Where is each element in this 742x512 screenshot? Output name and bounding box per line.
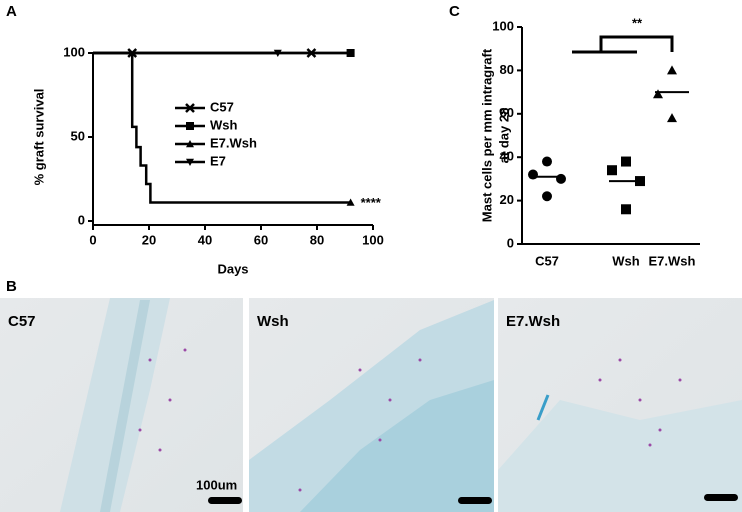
marker	[528, 169, 538, 180]
y-tick-label: 0	[78, 212, 85, 227]
marker	[621, 156, 631, 167]
panel-label: B	[6, 278, 17, 295]
x-tick-label: C57	[535, 253, 559, 268]
x-axis-label: Days	[217, 261, 248, 276]
y-tick-label: 100	[63, 44, 85, 59]
marker	[667, 65, 677, 75]
marker	[542, 191, 552, 202]
x-tick-label: 20	[142, 232, 156, 247]
image-label: C57	[8, 313, 36, 330]
panel-label: C	[449, 3, 460, 20]
x-tick-label: Wsh	[612, 253, 640, 268]
legend-label: E7.Wsh	[210, 135, 257, 150]
y-axis-label: % graft survival	[31, 89, 46, 186]
marker	[542, 156, 552, 167]
scale-bar	[208, 497, 242, 504]
panel-label: A	[6, 3, 17, 20]
y-tick-label: 20	[500, 192, 514, 207]
x-tick-label: 40	[198, 232, 212, 247]
tissue	[498, 400, 742, 512]
y-tick-label: 80	[500, 62, 514, 77]
marker	[346, 49, 355, 57]
legend-marker	[186, 158, 194, 166]
legend-marker	[186, 122, 194, 130]
marker	[667, 113, 677, 123]
image-label: Wsh	[257, 313, 289, 330]
x-tick-label: 0	[89, 232, 96, 247]
y-tick-label: 0	[507, 235, 514, 250]
legend-marker	[185, 103, 195, 113]
marker	[607, 165, 617, 176]
tissue	[60, 298, 170, 512]
x-tick-label: 100	[362, 232, 384, 247]
x-tick-label: 80	[310, 232, 324, 247]
marker	[273, 49, 282, 57]
scale-bar-label: 100um	[196, 477, 237, 492]
significance-bracket	[572, 35, 674, 54]
y-axis-label: at day 28	[496, 108, 511, 164]
x-tick-label: E7.Wsh	[649, 253, 696, 268]
y-axis-label: Mast cells per mm intragraft	[479, 48, 494, 222]
y-tick-label: 60	[500, 105, 514, 120]
marker	[653, 89, 663, 99]
survival-line	[93, 51, 351, 204]
tissue	[100, 300, 150, 512]
y-tick-label: 100	[492, 18, 514, 33]
significance: **	[632, 15, 643, 30]
legend-label: E7	[210, 153, 226, 168]
legend-label: Wsh	[210, 117, 238, 132]
image-label: E7.Wsh	[506, 313, 560, 330]
y-tick-label: 40	[500, 149, 514, 164]
scale-bar	[704, 494, 738, 501]
stain-dots	[138, 348, 682, 492]
y-tick-label: 50	[71, 128, 85, 143]
marker	[346, 198, 355, 206]
legend-label: C57	[210, 99, 234, 114]
scale-bar	[458, 497, 492, 504]
marker	[556, 173, 566, 184]
legend-marker	[186, 140, 194, 148]
significance: ****	[361, 195, 382, 210]
marker	[621, 204, 631, 215]
histology-images	[0, 298, 742, 512]
x-tick-label: 60	[254, 232, 268, 247]
tissue-edge	[536, 394, 550, 421]
tissue	[300, 380, 494, 512]
